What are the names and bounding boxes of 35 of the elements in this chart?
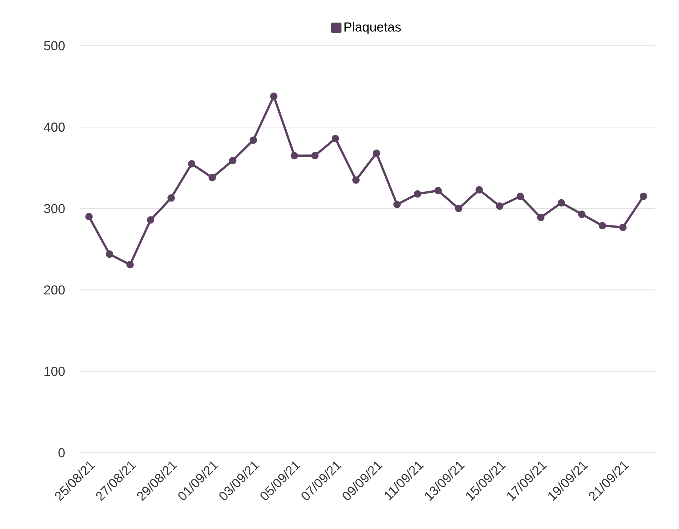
point	[496, 202, 504, 210]
point	[434, 187, 442, 195]
point	[168, 194, 176, 202]
point	[640, 192, 648, 200]
point	[270, 92, 278, 100]
point	[394, 201, 401, 208]
point	[126, 261, 134, 269]
point	[476, 186, 484, 194]
y-tick-label: 300	[44, 204, 65, 214]
point	[290, 152, 298, 160]
point	[106, 250, 114, 258]
y-tick-label: 400	[44, 122, 65, 132]
point	[516, 192, 524, 200]
point	[332, 135, 340, 142]
point	[311, 152, 319, 160]
y-tick-label: 100	[44, 366, 65, 376]
point	[619, 224, 627, 232]
y-tick-label: 500	[44, 41, 65, 51]
point	[373, 150, 380, 158]
y-tick-label: 0	[58, 448, 65, 458]
point	[352, 176, 360, 184]
point	[578, 210, 586, 218]
point	[455, 205, 463, 212]
point	[250, 136, 258, 144]
point	[414, 190, 422, 198]
point	[188, 160, 196, 168]
legend-label: Plaquetas	[344, 22, 402, 34]
point	[147, 216, 155, 224]
point	[86, 213, 93, 221]
point	[537, 214, 545, 222]
y-tick-label: 200	[44, 286, 65, 295]
point	[598, 222, 606, 230]
point	[208, 174, 216, 182]
point	[558, 199, 566, 207]
point	[229, 157, 237, 164]
